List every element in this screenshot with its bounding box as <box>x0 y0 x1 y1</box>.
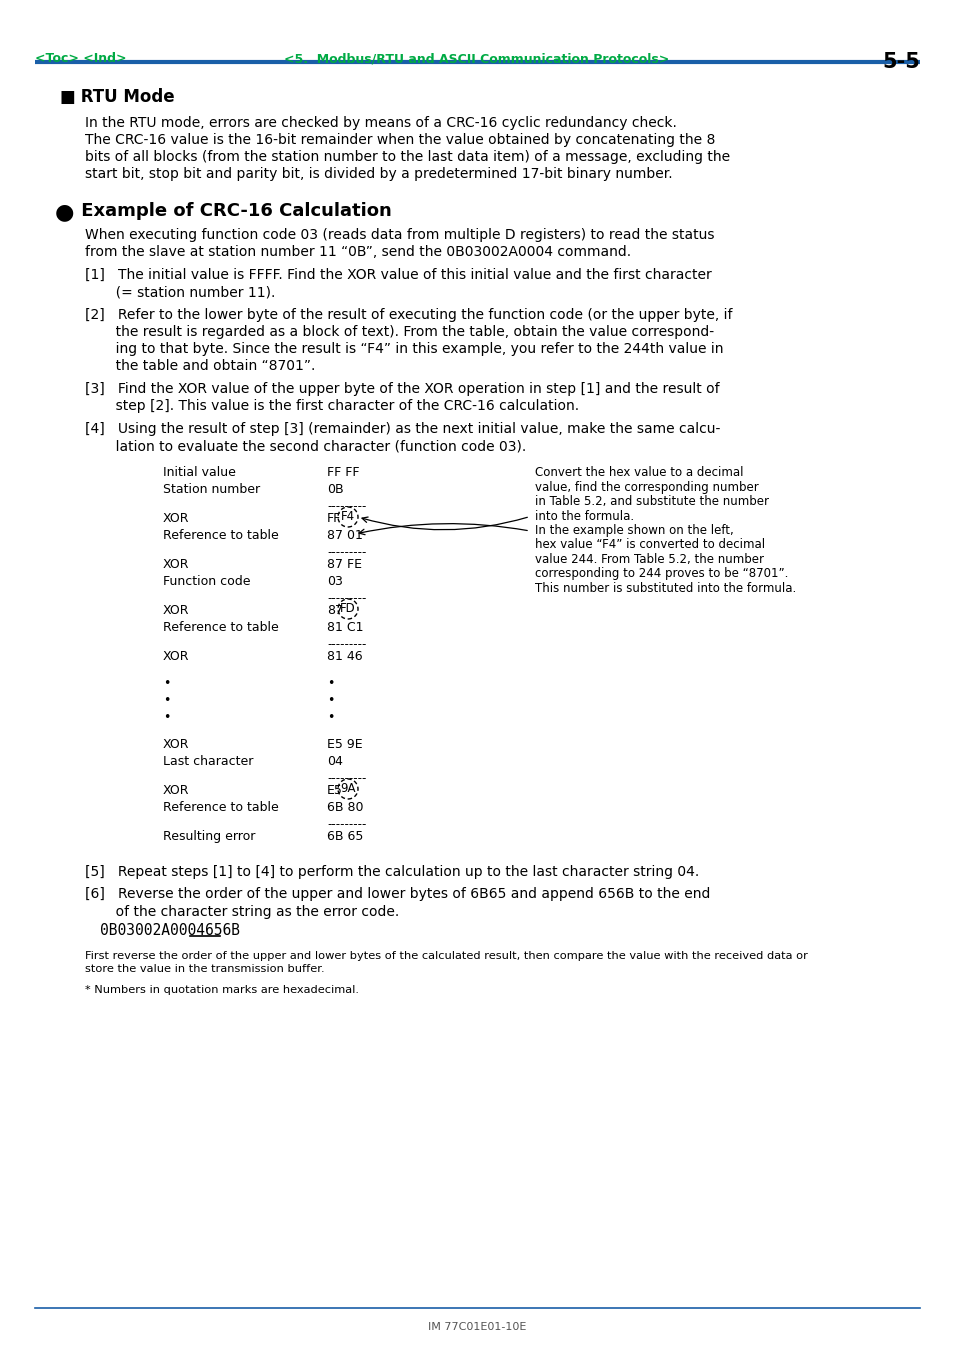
Text: E5 9E: E5 9E <box>327 738 362 751</box>
Text: store the value in the transmission buffer.: store the value in the transmission buff… <box>85 965 324 974</box>
Text: ---------: --------- <box>327 771 366 785</box>
Text: 81 46: 81 46 <box>327 650 362 663</box>
Text: When executing function code 03 (reads data from multiple D registers) to read t: When executing function code 03 (reads d… <box>85 228 714 242</box>
Text: Resulting error: Resulting error <box>163 830 255 843</box>
Text: 87: 87 <box>327 604 343 617</box>
Text: 03: 03 <box>327 576 342 588</box>
Text: First reverse the order of the upper and lower bytes of the calculated result, t: First reverse the order of the upper and… <box>85 951 807 961</box>
Text: the table and obtain “8701”.: the table and obtain “8701”. <box>85 359 315 373</box>
Text: XOR: XOR <box>163 738 190 751</box>
Text: RTU Mode: RTU Mode <box>75 88 174 105</box>
Text: [3]   Find the XOR value of the upper byte of the XOR operation in step [1] and : [3] Find the XOR value of the upper byte… <box>85 382 719 396</box>
Text: ---------: --------- <box>327 546 366 559</box>
Text: In the example shown on the left,: In the example shown on the left, <box>535 524 733 536</box>
Text: XOR: XOR <box>163 558 190 571</box>
Text: value, find the corresponding number: value, find the corresponding number <box>535 481 758 493</box>
Text: In the RTU mode, errors are checked by means of a CRC-16 cyclic redundancy check: In the RTU mode, errors are checked by m… <box>85 116 677 130</box>
Text: FF: FF <box>327 512 341 526</box>
Text: Reference to table: Reference to table <box>163 530 278 542</box>
Text: ---------: --------- <box>327 592 366 605</box>
Text: 87 FE: 87 FE <box>327 558 361 571</box>
Text: ■: ■ <box>60 88 75 105</box>
Text: •: • <box>163 677 171 690</box>
Text: •: • <box>327 677 334 690</box>
Text: •: • <box>327 711 334 724</box>
Text: 6B 80: 6B 80 <box>327 801 363 815</box>
Text: the result is regarded as a block of text). From the table, obtain the value cor: the result is regarded as a block of tex… <box>85 326 714 339</box>
Text: E5: E5 <box>327 784 342 797</box>
Text: [2]   Refer to the lower byte of the result of executing the function code (or t: [2] Refer to the lower byte of the resul… <box>85 308 732 322</box>
Text: corresponding to 244 proves to be “8701”.: corresponding to 244 proves to be “8701”… <box>535 567 787 581</box>
Text: Initial value: Initial value <box>163 466 235 480</box>
Text: <5.  Modbus/RTU and ASCII Communication Protocols>: <5. Modbus/RTU and ASCII Communication P… <box>284 51 669 65</box>
Text: Reference to table: Reference to table <box>163 621 278 634</box>
Text: 0B: 0B <box>327 484 343 496</box>
Text: •: • <box>163 711 171 724</box>
Text: (= station number 11).: (= station number 11). <box>85 285 275 299</box>
Text: Example of CRC-16 Calculation: Example of CRC-16 Calculation <box>75 203 392 220</box>
Text: Station number: Station number <box>163 484 260 496</box>
Text: The CRC-16 value is the 16-bit remainder when the value obtained by concatenatin: The CRC-16 value is the 16-bit remainder… <box>85 132 715 147</box>
Text: IM 77C01E01-10E: IM 77C01E01-10E <box>427 1323 526 1332</box>
Text: Convert the hex value to a decimal: Convert the hex value to a decimal <box>535 466 742 480</box>
Text: XOR: XOR <box>163 604 190 617</box>
Text: FD: FD <box>340 603 355 616</box>
Text: XOR: XOR <box>163 512 190 526</box>
Text: into the formula.: into the formula. <box>535 509 634 523</box>
Text: 04: 04 <box>327 755 342 767</box>
Text: •: • <box>163 694 171 707</box>
Text: [1]   The initial value is FFFF. Find the XOR value of this initial value and th: [1] The initial value is FFFF. Find the … <box>85 267 711 282</box>
Text: F4: F4 <box>340 511 355 523</box>
Text: •: • <box>327 694 334 707</box>
Text: bits of all blocks (from the station number to the last data item) of a message,: bits of all blocks (from the station num… <box>85 150 729 163</box>
Text: 6B 65: 6B 65 <box>327 830 363 843</box>
Text: [4]   Using the result of step [3] (remainder) as the next initial value, make t: [4] Using the result of step [3] (remain… <box>85 422 720 436</box>
Text: FF FF: FF FF <box>327 466 359 480</box>
Text: 81 C1: 81 C1 <box>327 621 363 634</box>
Text: <Toc> <Ind>: <Toc> <Ind> <box>35 51 127 65</box>
Text: 5-5: 5-5 <box>882 51 919 72</box>
Text: * Numbers in quotation marks are hexadecimal.: * Numbers in quotation marks are hexadec… <box>85 985 358 994</box>
Text: 9A: 9A <box>340 782 355 796</box>
Text: ---------: --------- <box>327 500 366 513</box>
Text: XOR: XOR <box>163 650 190 663</box>
Text: ●: ● <box>55 203 74 222</box>
Text: of the character string as the error code.: of the character string as the error cod… <box>85 905 399 919</box>
Text: ---------: --------- <box>327 638 366 651</box>
Text: value 244. From Table 5.2, the number: value 244. From Table 5.2, the number <box>535 553 763 566</box>
Text: 0B03002A0004656B: 0B03002A0004656B <box>100 923 240 938</box>
Text: Reference to table: Reference to table <box>163 801 278 815</box>
Text: XOR: XOR <box>163 784 190 797</box>
Text: step [2]. This value is the first character of the CRC-16 calculation.: step [2]. This value is the first charac… <box>85 399 578 413</box>
Text: 87 01: 87 01 <box>327 530 362 542</box>
Text: Function code: Function code <box>163 576 251 588</box>
Text: hex value “F4” is converted to decimal: hex value “F4” is converted to decimal <box>535 539 764 551</box>
Text: start bit, stop bit and parity bit, is divided by a predetermined 17-bit binary : start bit, stop bit and parity bit, is d… <box>85 168 672 181</box>
Text: [6]   Reverse the order of the upper and lower bytes of 6B65 and append 656B to : [6] Reverse the order of the upper and l… <box>85 888 710 901</box>
Text: [5]   Repeat steps [1] to [4] to perform the calculation up to the last characte: [5] Repeat steps [1] to [4] to perform t… <box>85 865 699 880</box>
Text: in Table 5.2, and substitute the number: in Table 5.2, and substitute the number <box>535 494 768 508</box>
Text: ---------: --------- <box>327 817 366 831</box>
Text: ing to that byte. Since the result is “F4” in this example, you refer to the 244: ing to that byte. Since the result is “F… <box>85 342 722 357</box>
Text: This number is substituted into the formula.: This number is substituted into the form… <box>535 582 796 594</box>
Text: from the slave at station number 11 “0B”, send the 0B03002A0004 command.: from the slave at station number 11 “0B”… <box>85 245 631 259</box>
Text: Last character: Last character <box>163 755 253 767</box>
Text: lation to evaluate the second character (function code 03).: lation to evaluate the second character … <box>85 439 526 453</box>
